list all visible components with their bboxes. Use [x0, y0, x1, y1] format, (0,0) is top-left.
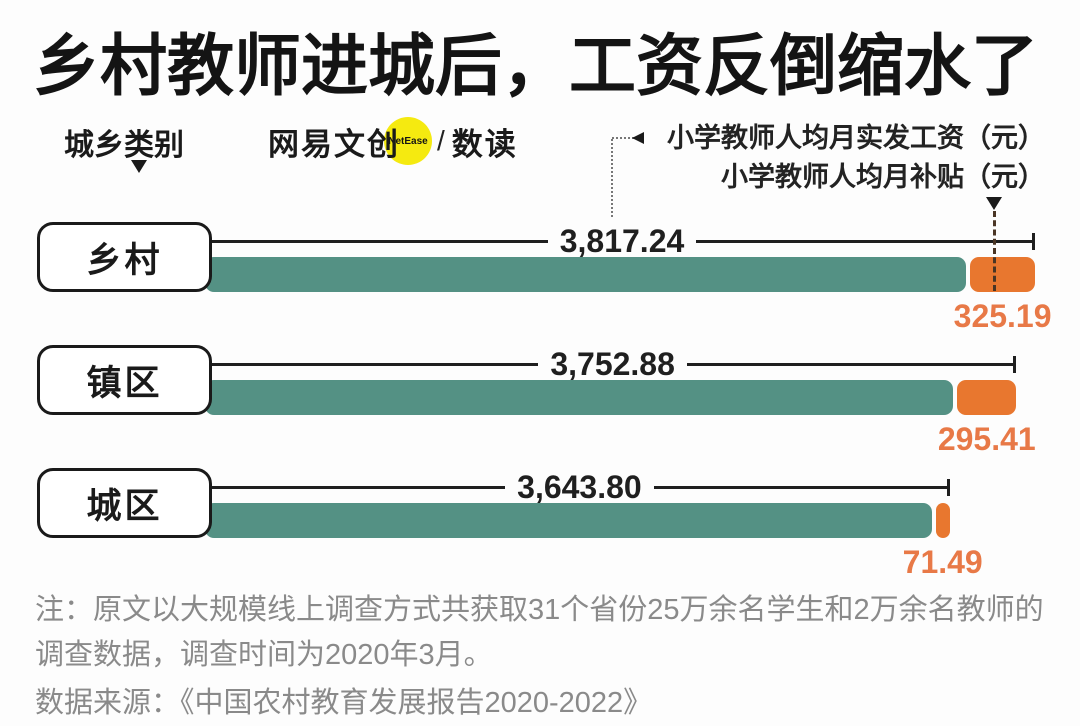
legend-wage-connector-vertical [611, 139, 613, 217]
category-box-label: 镇区 [86, 363, 163, 403]
logo-brand-text: 网易文创 [268, 126, 400, 162]
legend-wage-label: 小学教师人均月实发工资（元） [667, 123, 1045, 153]
wage-bar [205, 257, 967, 292]
category-axis-label: 城乡类别 [64, 129, 184, 162]
category-box-label: 城区 [86, 486, 163, 526]
footnote-line-2: 调查数据，调查时间为2020年3月。 [35, 639, 493, 671]
line-segment [212, 485, 506, 489]
category-box: 镇区 [37, 345, 212, 415]
bar-row-city: 3,643.80 城区 71.49 [0, 468, 1080, 590]
page-title: 乡村教师进城后，工资反倒缩水了 [33, 29, 1038, 104]
netease-logo: 网易文创 NetEase / 数读 [268, 116, 518, 166]
legend-subsidy-label: 小学教师人均月补贴（元） [721, 162, 1045, 192]
triangle-down-icon [986, 197, 1002, 210]
logo-separator: / [437, 125, 445, 156]
category-box: 城区 [37, 468, 212, 538]
netease-badge-icon: NetEase [384, 117, 432, 165]
category-box-label: 乡村 [86, 240, 163, 280]
end-tick [946, 478, 950, 496]
line-segment [212, 362, 539, 366]
triangle-down-icon [131, 160, 147, 173]
line-segment [212, 239, 548, 243]
wage-value-connector: 3,752.88 [212, 345, 1017, 382]
bar-row-rural: 3,817.24 乡村 325.19 [0, 222, 1080, 344]
legend: 小学教师人均月实发工资（元） 小学教师人均月补贴（元） [667, 119, 1045, 197]
line-segment [686, 362, 1014, 366]
bar-row-town: 3,752.88 镇区 295.41 [0, 345, 1080, 467]
subsidy-bar [935, 503, 950, 538]
subsidy-value-label: 295.41 [937, 421, 1036, 457]
legend-subsidy-connector-dashed [993, 211, 996, 291]
wage-value-label: 3,643.80 [517, 468, 642, 505]
subsidy-bar [970, 257, 1035, 292]
footnote-line-1: 注：原文以大规模线上调查方式共获取31个省份25万余名学生和2万余名教师的 [35, 594, 1044, 626]
subsidy-value-label: 71.49 [902, 544, 983, 580]
category-box: 乡村 [37, 222, 212, 292]
line-segment [653, 485, 947, 489]
subsidy-value-label: 325.19 [953, 298, 1052, 334]
wage-value-label: 3,752.88 [550, 345, 675, 382]
wage-value-connector: 3,643.80 [212, 468, 950, 505]
line-segment [696, 239, 1032, 243]
data-source: 数据来源：《中国农村教育发展报告2020-2022》 [35, 687, 653, 719]
arrow-left-icon [632, 132, 644, 144]
legend-wage-connector-horizontal [612, 137, 634, 139]
footnote: 注：原文以大规模线上调查方式共获取31个省份25万余名学生和2万余名教师的 调查… [35, 588, 1044, 726]
subsidy-bar [957, 380, 1017, 415]
end-tick [1013, 355, 1017, 373]
wage-value-label: 3,817.24 [559, 222, 685, 259]
end-tick [1032, 232, 1035, 250]
wage-bar [205, 503, 932, 538]
wage-value-connector: 3,817.24 [212, 222, 1035, 259]
wage-bar [205, 380, 954, 415]
logo-subbrand-text: 数读 [451, 126, 518, 162]
